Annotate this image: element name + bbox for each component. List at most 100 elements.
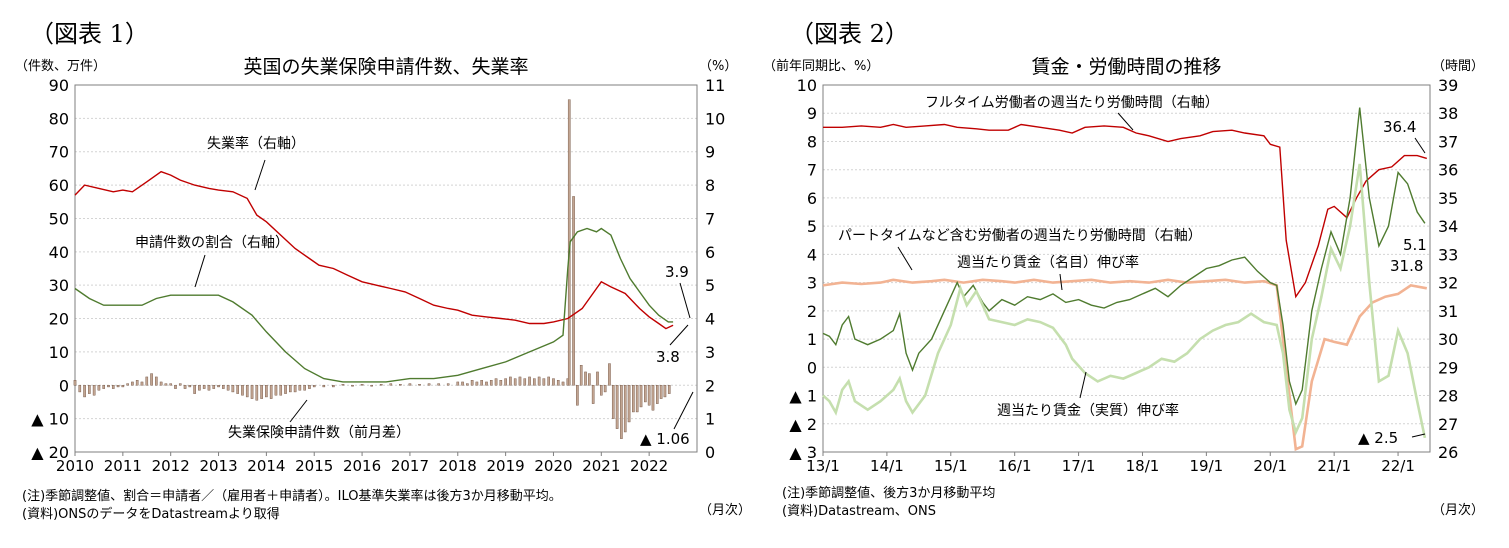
right-axis-tick: 30 bbox=[1438, 330, 1458, 349]
left-axis-tick: 5 bbox=[807, 217, 817, 236]
claims-bar bbox=[584, 371, 587, 386]
chart-title: 賃金・労働時間の推移 bbox=[1031, 56, 1221, 78]
claims-bar bbox=[494, 378, 498, 386]
left-axis-tick: ▲ 20 bbox=[31, 443, 69, 462]
claims-bar bbox=[389, 383, 393, 386]
left-axis-tick: 30 bbox=[49, 276, 69, 295]
chart1-source: (資料)ONSのデータをDatastreamより取得 bbox=[22, 507, 280, 522]
x-axis-tick: 2022 bbox=[630, 457, 668, 475]
claims-bar bbox=[140, 381, 144, 386]
claims-bar bbox=[379, 384, 383, 386]
claims-bar bbox=[635, 385, 639, 413]
x-axis-tick: 2019 bbox=[487, 457, 525, 475]
right-axis-tick: 33 bbox=[1438, 245, 1458, 264]
right-axis-tick: 7 bbox=[705, 209, 715, 228]
x-axis-tick: 21/1 bbox=[1317, 457, 1351, 475]
left-axis-tick: 6 bbox=[807, 189, 817, 208]
right-axis-tick: 3 bbox=[705, 343, 715, 362]
claims-bar bbox=[470, 380, 474, 386]
right-axis-tick: 10 bbox=[705, 109, 725, 128]
claims-bar bbox=[644, 385, 647, 403]
claims-bar bbox=[159, 381, 163, 386]
right-axis-tick: 34 bbox=[1438, 217, 1458, 236]
claims-bar bbox=[623, 385, 627, 433]
right-axis-tick: 8 bbox=[705, 176, 715, 195]
claims-bar bbox=[102, 385, 106, 389]
nominal-wage-label: 週当たり賃金（名目）伸び率 bbox=[957, 254, 1139, 271]
claims-bar bbox=[659, 385, 663, 399]
claims-bar bbox=[174, 385, 177, 389]
claims-bar bbox=[542, 378, 546, 386]
claims-bar bbox=[437, 383, 440, 386]
claims-bar bbox=[475, 381, 479, 386]
claims-bar bbox=[370, 385, 373, 387]
chart1-note: (注)季節調整値、割合＝申請者／（雇用者＋申請者）。ILO基準失業率は後方3か月… bbox=[22, 489, 562, 504]
x-axis-tick: 13/1 bbox=[806, 457, 840, 475]
series-line-1 bbox=[822, 278, 1428, 452]
parttime-hours-leader bbox=[897, 246, 913, 271]
claims-bar bbox=[150, 373, 153, 386]
claims-change-leader bbox=[289, 399, 308, 423]
series-line-3 bbox=[822, 163, 1427, 439]
right-axis-tick: 1 bbox=[705, 410, 715, 429]
claims-bar bbox=[111, 385, 115, 389]
left-axis-unit: （件数、万件） bbox=[15, 59, 106, 74]
claims-bar bbox=[627, 385, 631, 423]
left-axis-unit: （前年同期比、%） bbox=[763, 58, 879, 74]
left-axis-tick: 80 bbox=[49, 109, 69, 128]
claimant-ratio-leader bbox=[194, 254, 206, 288]
right-axis-tick: 39 bbox=[1438, 76, 1458, 95]
right-axis-tick: 36 bbox=[1438, 161, 1458, 180]
series-line-2 bbox=[74, 227, 674, 383]
claims-bar bbox=[608, 363, 611, 386]
claims-bar bbox=[169, 383, 172, 386]
right-axis-tick: 26 bbox=[1438, 443, 1458, 462]
figure-1-label: （図表 1） bbox=[30, 20, 149, 48]
right-axis-tick: 0 bbox=[705, 443, 715, 462]
claims-bar bbox=[298, 385, 302, 391]
claims-bar bbox=[78, 385, 82, 393]
claims-bar bbox=[427, 383, 431, 386]
claims-bar bbox=[576, 385, 579, 406]
claims-bar bbox=[513, 378, 517, 386]
claimant-ratio-label: 申請件数の割合（右軸） bbox=[135, 234, 289, 251]
value-3-8-leader bbox=[669, 324, 689, 346]
chart-title: 英国の失業保険申請件数、失業率 bbox=[243, 56, 528, 78]
value-3-9-label: 3.9 bbox=[665, 263, 689, 281]
claims-bar bbox=[399, 384, 402, 386]
plot-frame bbox=[74, 84, 698, 453]
claims-bar bbox=[83, 385, 86, 398]
claims-bar bbox=[489, 380, 493, 386]
claims-bar bbox=[274, 385, 278, 396]
right-axis-tick: 9 bbox=[705, 143, 715, 162]
claims-bar bbox=[537, 376, 541, 386]
claims-bar bbox=[88, 385, 91, 394]
claims-bar bbox=[620, 385, 623, 439]
x-axis-tick: 2011 bbox=[104, 457, 142, 475]
claims-bar bbox=[351, 385, 354, 387]
claims-bar bbox=[198, 385, 201, 391]
real-wage-leader bbox=[1079, 371, 1087, 399]
right-axis-unit: （時間） bbox=[1432, 59, 1484, 74]
chart2-note: (注)季節調整値、後方3か月移動平均 bbox=[782, 486, 996, 501]
chart2-source: (資料)Datastream、ONS bbox=[782, 504, 936, 519]
claims-bar bbox=[164, 383, 168, 386]
claims-bar bbox=[552, 378, 555, 386]
claims-bar bbox=[284, 385, 287, 394]
value-1-06-leader bbox=[673, 391, 694, 430]
x-axis-tick: 2012 bbox=[152, 457, 190, 475]
claims-bar bbox=[207, 385, 211, 391]
claims-bar bbox=[241, 385, 244, 396]
right-axis-unit: （%） bbox=[699, 59, 737, 74]
value-31-8-label: 31.8 bbox=[1390, 257, 1423, 275]
x-axis-tick: 22/1 bbox=[1381, 457, 1415, 475]
value-2-5-leader bbox=[1411, 433, 1426, 438]
claims-bar bbox=[632, 385, 635, 413]
claims-bar bbox=[547, 376, 550, 386]
claims-bar bbox=[231, 385, 235, 393]
value-36-4-label: 36.4 bbox=[1383, 118, 1416, 136]
claims-bar bbox=[663, 385, 667, 398]
claims-bar bbox=[202, 385, 206, 389]
right-axis-tick: 32 bbox=[1438, 274, 1458, 293]
